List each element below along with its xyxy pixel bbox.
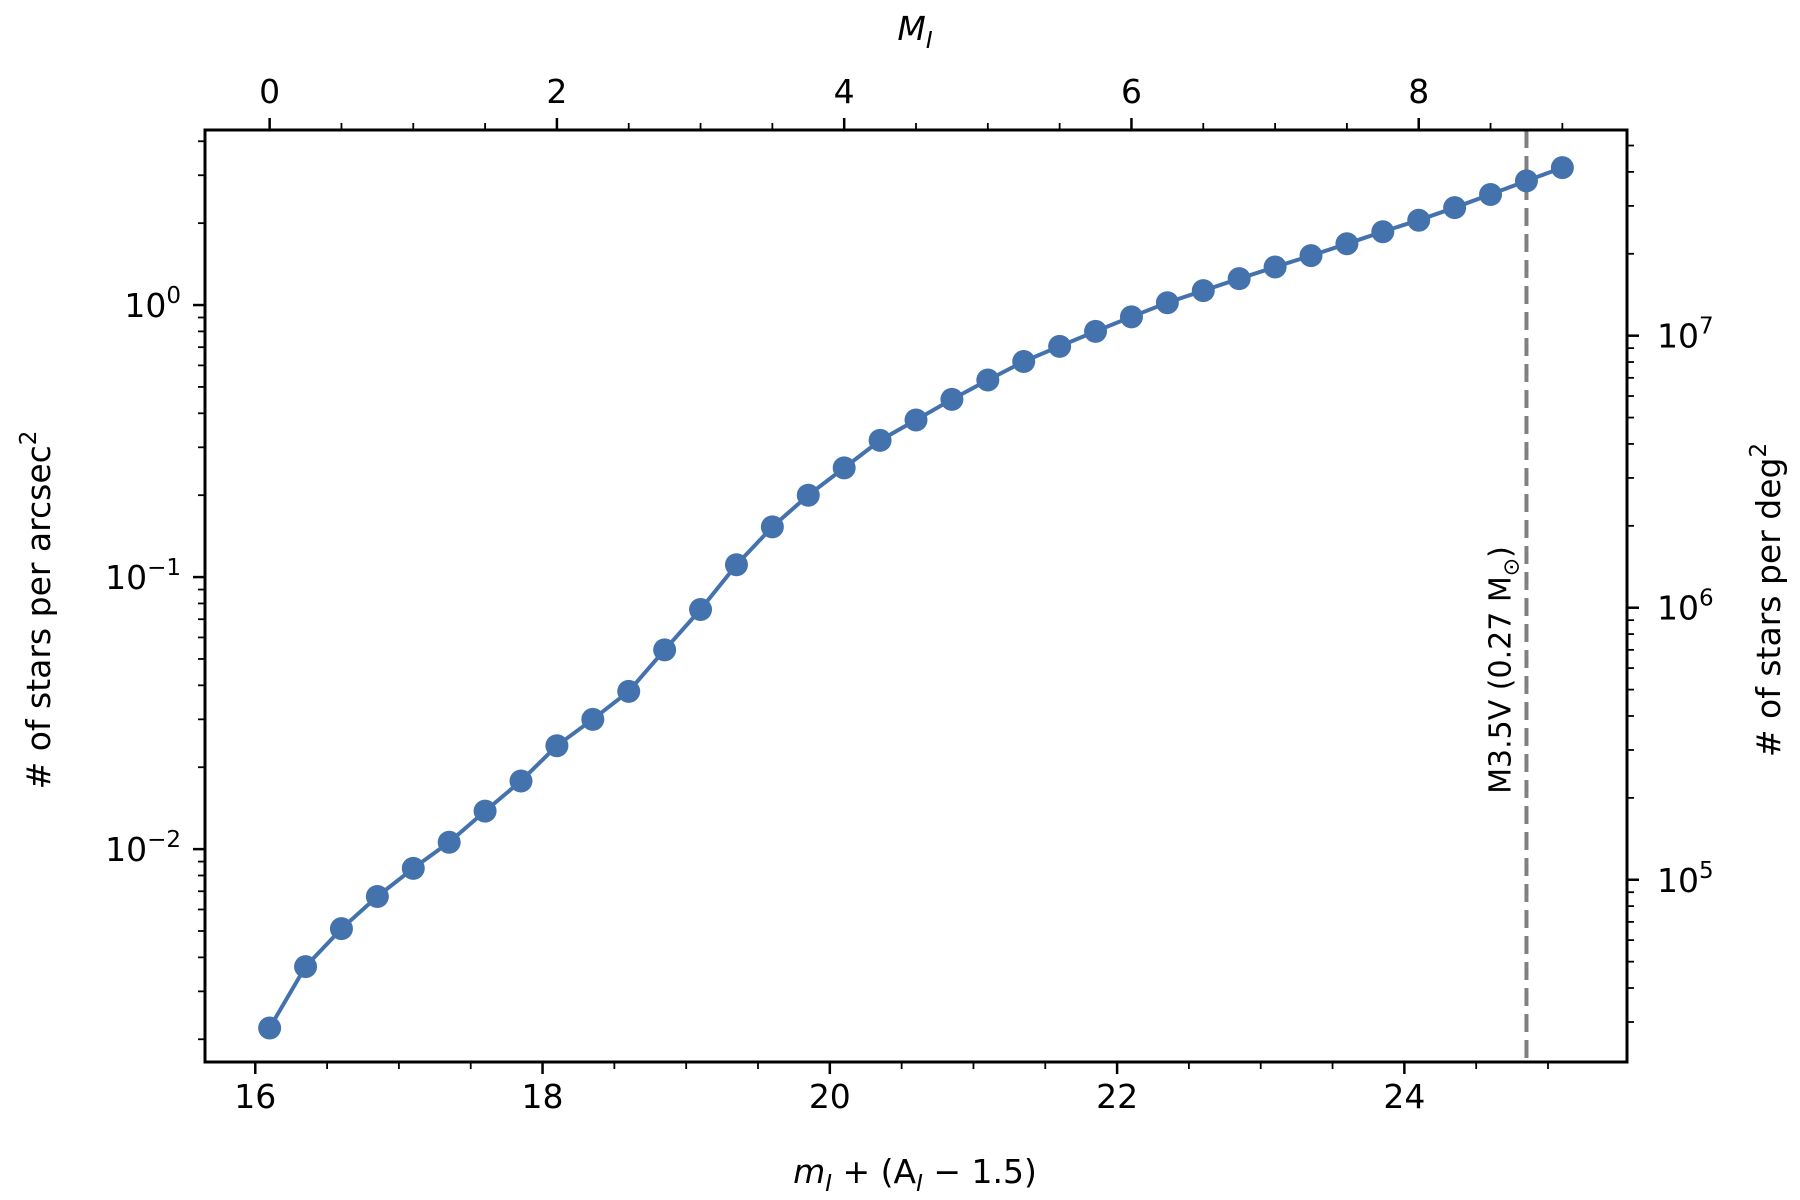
right-y-tick-label: 106 <box>1657 586 1714 628</box>
x-tick-label: 22 <box>1096 1077 1138 1116</box>
data-point <box>1263 255 1287 279</box>
data-point <box>1335 232 1359 256</box>
x-tick-label: 18 <box>522 1077 564 1116</box>
data-point <box>724 553 748 577</box>
data-point <box>437 830 461 854</box>
data-point <box>581 707 605 731</box>
data-point <box>365 884 389 908</box>
data-point <box>1012 350 1036 374</box>
data-point <box>545 734 569 758</box>
minor-ticks <box>198 123 1634 1069</box>
data-point <box>1155 291 1179 315</box>
series-line <box>267 165 1564 1030</box>
data-point <box>294 955 318 979</box>
y-axis-label: # of stars per arcsec2 <box>16 431 58 790</box>
data-point <box>329 917 353 941</box>
right-y-tick-label: 105 <box>1657 858 1714 900</box>
x-tick-label: 24 <box>1383 1077 1425 1116</box>
data-point <box>1048 334 1072 358</box>
data-point <box>689 598 713 622</box>
top-x-tick-label: 8 <box>1408 72 1429 111</box>
data-point <box>1084 319 1108 343</box>
data-point <box>904 408 928 432</box>
data-point <box>1550 156 1574 180</box>
data-point <box>1227 267 1251 291</box>
data-point <box>1191 279 1215 303</box>
data-point <box>760 515 784 539</box>
right-y-tick-label: 107 <box>1657 314 1714 356</box>
top-x-tick-label: 4 <box>834 72 855 111</box>
data-point <box>1119 305 1143 329</box>
x-tick-label: 20 <box>809 1077 851 1116</box>
plot-frame <box>203 128 1629 1064</box>
data-point <box>1371 220 1395 244</box>
top-x-tick-label: 6 <box>1121 72 1142 111</box>
x-axis-label: mI + (AI − 1.5) <box>793 1152 1037 1197</box>
reference-line-annotation: M3.5V (0.27 M⊙) <box>1483 546 1524 794</box>
data-point <box>509 769 533 793</box>
data-point <box>473 799 497 823</box>
data-point <box>401 856 425 880</box>
right-y-axis-label: # of stars per deg2 <box>1746 443 1788 757</box>
major-ticks <box>193 118 1639 1074</box>
data-point <box>832 456 856 480</box>
data-point <box>653 638 677 662</box>
data-point <box>1514 169 1538 193</box>
y-tick-label: 10−1 <box>105 555 181 597</box>
series-group <box>258 156 1574 1040</box>
data-point <box>868 428 892 452</box>
top-x-tick-label: 2 <box>546 72 567 111</box>
data-point <box>1443 196 1467 220</box>
y-tick-label: 10−2 <box>105 827 181 869</box>
x-tick-label: 16 <box>234 1077 276 1116</box>
data-point <box>1407 208 1431 232</box>
data-point <box>1479 182 1503 206</box>
top-x-tick-label: 0 <box>259 72 280 111</box>
data-point <box>258 1016 282 1040</box>
data-point <box>1299 244 1323 268</box>
data-point <box>976 368 1000 392</box>
top-x-axis-label: MI <box>897 9 932 54</box>
data-point <box>796 483 820 507</box>
data-point <box>617 679 641 703</box>
y-tick-label: 100 <box>124 283 181 325</box>
data-point <box>940 387 964 411</box>
